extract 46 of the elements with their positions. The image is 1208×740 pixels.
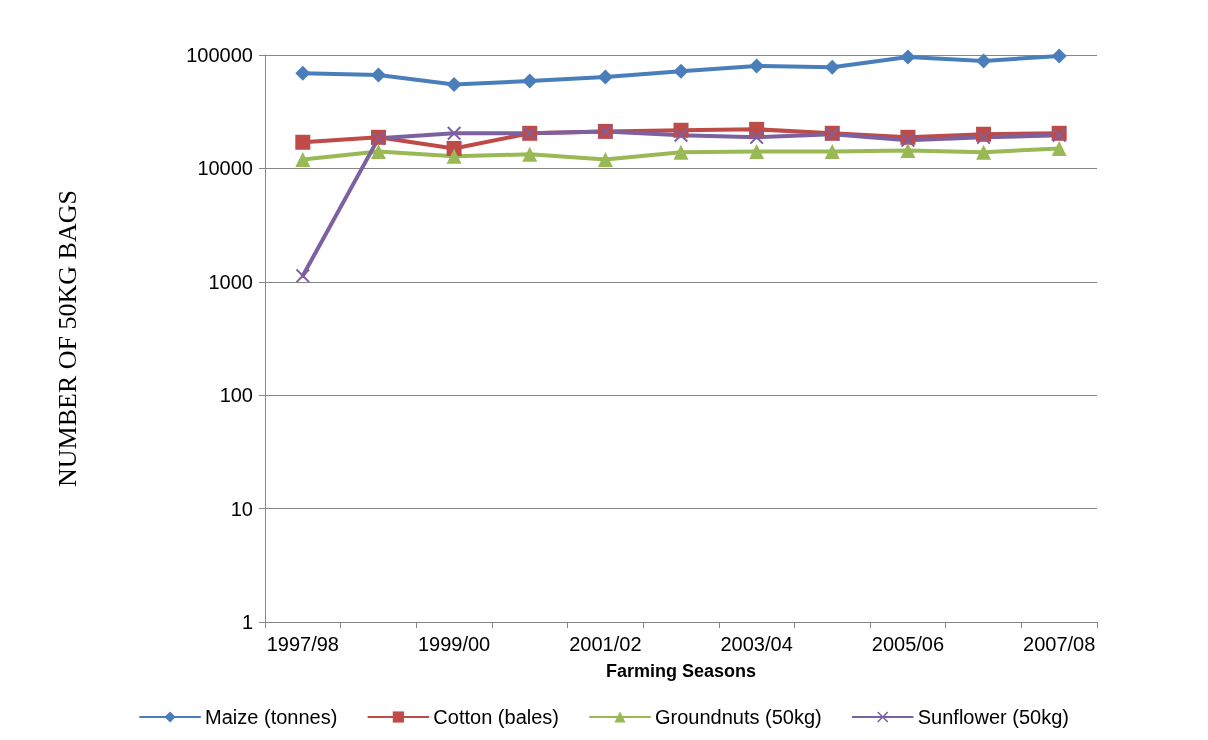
- x-tick-label: 1999/00: [417, 633, 491, 655]
- y-axis-title: NUMBER OF 50KG BAGS: [52, 190, 82, 487]
- legend-label: Groundnuts (50kg): [654, 706, 822, 728]
- x-tick-label: 2005/06: [871, 633, 945, 655]
- point: [295, 151, 311, 167]
- x-tick-label: 2001/02: [569, 633, 642, 655]
- y-tick-label: 100: [219, 384, 253, 407]
- y-tick-label: 1000: [208, 270, 253, 293]
- x-tick-label: 2003/04: [720, 633, 793, 655]
- legend-label: Cotton (bales): [433, 706, 559, 728]
- point: [597, 69, 613, 85]
- point: [749, 130, 764, 145]
- point: [824, 143, 840, 159]
- point: [673, 144, 689, 160]
- point: [370, 143, 386, 159]
- y-tick-label: 10: [230, 497, 253, 520]
- x-axis-title: Farming Seasons: [605, 661, 757, 681]
- point: [370, 67, 386, 83]
- point: [522, 73, 538, 89]
- legend-label: Maize (tonnes): [205, 706, 338, 728]
- point: [1051, 48, 1067, 64]
- legend-label: Sunflower (50kg): [917, 706, 1069, 728]
- point: [295, 134, 311, 150]
- y-tick-label: 100000: [186, 44, 253, 66]
- x-tick-label: 2007/08: [1023, 633, 1096, 655]
- point: [900, 142, 916, 158]
- point: [1051, 140, 1067, 156]
- point: [976, 130, 991, 145]
- point: [522, 146, 538, 162]
- point: [673, 63, 689, 79]
- point: [976, 144, 992, 160]
- point: [446, 76, 462, 92]
- point: [447, 126, 462, 141]
- point: [295, 268, 310, 283]
- y-tick-label: 10000: [197, 157, 253, 180]
- point: [749, 143, 765, 159]
- point: [976, 53, 992, 69]
- x-tick-label: 1997/98: [266, 633, 339, 655]
- point: [446, 148, 462, 164]
- point: [900, 133, 915, 148]
- point: [674, 128, 688, 143]
- point: [597, 151, 613, 167]
- point: [824, 59, 840, 75]
- y-tick-label: 1: [241, 611, 253, 633]
- point: [900, 49, 916, 65]
- point: [295, 65, 311, 81]
